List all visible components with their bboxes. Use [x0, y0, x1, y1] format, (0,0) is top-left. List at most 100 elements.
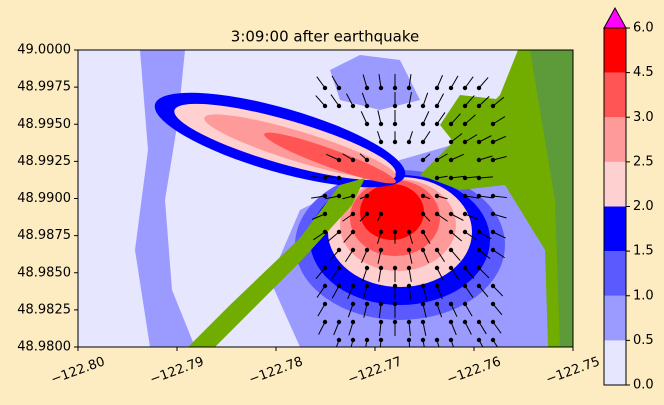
colorbar-tick-label: 1.0 [633, 288, 654, 303]
particle [392, 301, 398, 307]
track [450, 267, 460, 280]
particle [364, 157, 370, 163]
particle [322, 85, 328, 91]
colorbar-band [604, 340, 626, 385]
track [436, 249, 446, 263]
particle [406, 229, 412, 235]
y-tick-label: 48.9875 [17, 228, 71, 243]
track [331, 285, 340, 299]
particle [490, 319, 496, 325]
track [343, 231, 354, 243]
particle [322, 193, 328, 199]
colorbar-tick-label: 3.0 [633, 110, 654, 125]
colorbar-band [604, 28, 626, 73]
track [464, 134, 478, 143]
particle [476, 175, 482, 181]
track [450, 231, 463, 242]
particle [434, 175, 440, 181]
particle [420, 229, 426, 235]
particle [448, 229, 454, 235]
particle [434, 85, 440, 91]
map [78, 50, 573, 347]
track [408, 321, 411, 336]
particle [336, 337, 342, 343]
particle [462, 265, 468, 271]
particle [434, 211, 440, 217]
particle [490, 103, 496, 109]
particle [420, 283, 426, 289]
track [464, 95, 475, 107]
colorbar-extend [603, 6, 627, 29]
colorbar-band [604, 117, 626, 162]
track [313, 231, 326, 241]
particle [448, 337, 454, 343]
particle [406, 337, 412, 343]
colorbar-tick-label: 0.5 [633, 333, 654, 348]
y-tick-label: 48.9975 [17, 80, 71, 95]
particle [336, 319, 342, 325]
x-tick-label: −122.78 [247, 354, 305, 387]
particle [364, 301, 370, 307]
particle [462, 211, 468, 217]
track [345, 93, 354, 107]
track [478, 249, 491, 259]
track [333, 321, 340, 336]
track [478, 77, 489, 89]
particle [350, 319, 356, 325]
track [464, 321, 472, 335]
particle [448, 175, 454, 181]
colorbar: 0.0 0.5 1.0 1.5 2.0 2.5 3.0 4.5 6.0 [603, 6, 654, 393]
track [327, 231, 340, 242]
track [436, 112, 446, 125]
particle [392, 139, 398, 145]
colorbar-band [604, 72, 626, 118]
particle [448, 301, 454, 307]
track [492, 116, 506, 125]
particle [420, 103, 426, 109]
particle [490, 247, 496, 253]
track [325, 175, 340, 179]
track [316, 76, 326, 89]
particle [336, 265, 342, 271]
particle [350, 283, 356, 289]
land [440, 95, 505, 150]
track [450, 303, 458, 317]
x-tick-label: −122.79 [148, 354, 206, 387]
track [478, 285, 489, 298]
particle [420, 193, 426, 199]
particle [322, 211, 328, 217]
track [450, 133, 463, 143]
track [377, 249, 382, 264]
particle [490, 229, 496, 235]
track [379, 321, 382, 336]
particle [364, 193, 370, 199]
particle [350, 247, 356, 253]
x-tick-label: −122.76 [445, 354, 503, 387]
particle [420, 211, 426, 217]
track [478, 267, 490, 279]
track [436, 74, 444, 89]
particle [420, 139, 426, 145]
particle [420, 319, 426, 325]
particle [392, 265, 398, 271]
particle [350, 103, 356, 109]
y-tick-label: 48.9950 [17, 117, 71, 132]
particle [406, 247, 412, 253]
particle [406, 85, 412, 91]
track [478, 135, 492, 143]
particle [448, 139, 454, 145]
track [347, 285, 354, 300]
track [315, 95, 326, 107]
particle [490, 193, 496, 199]
particle [378, 211, 384, 217]
particle [336, 193, 342, 199]
track [325, 195, 340, 200]
colorbar-band [604, 251, 626, 296]
track [422, 92, 429, 107]
track [408, 285, 412, 300]
x-tick-label: −122.75 [544, 354, 602, 387]
track [492, 231, 506, 239]
particle [322, 103, 328, 109]
land [188, 178, 365, 347]
